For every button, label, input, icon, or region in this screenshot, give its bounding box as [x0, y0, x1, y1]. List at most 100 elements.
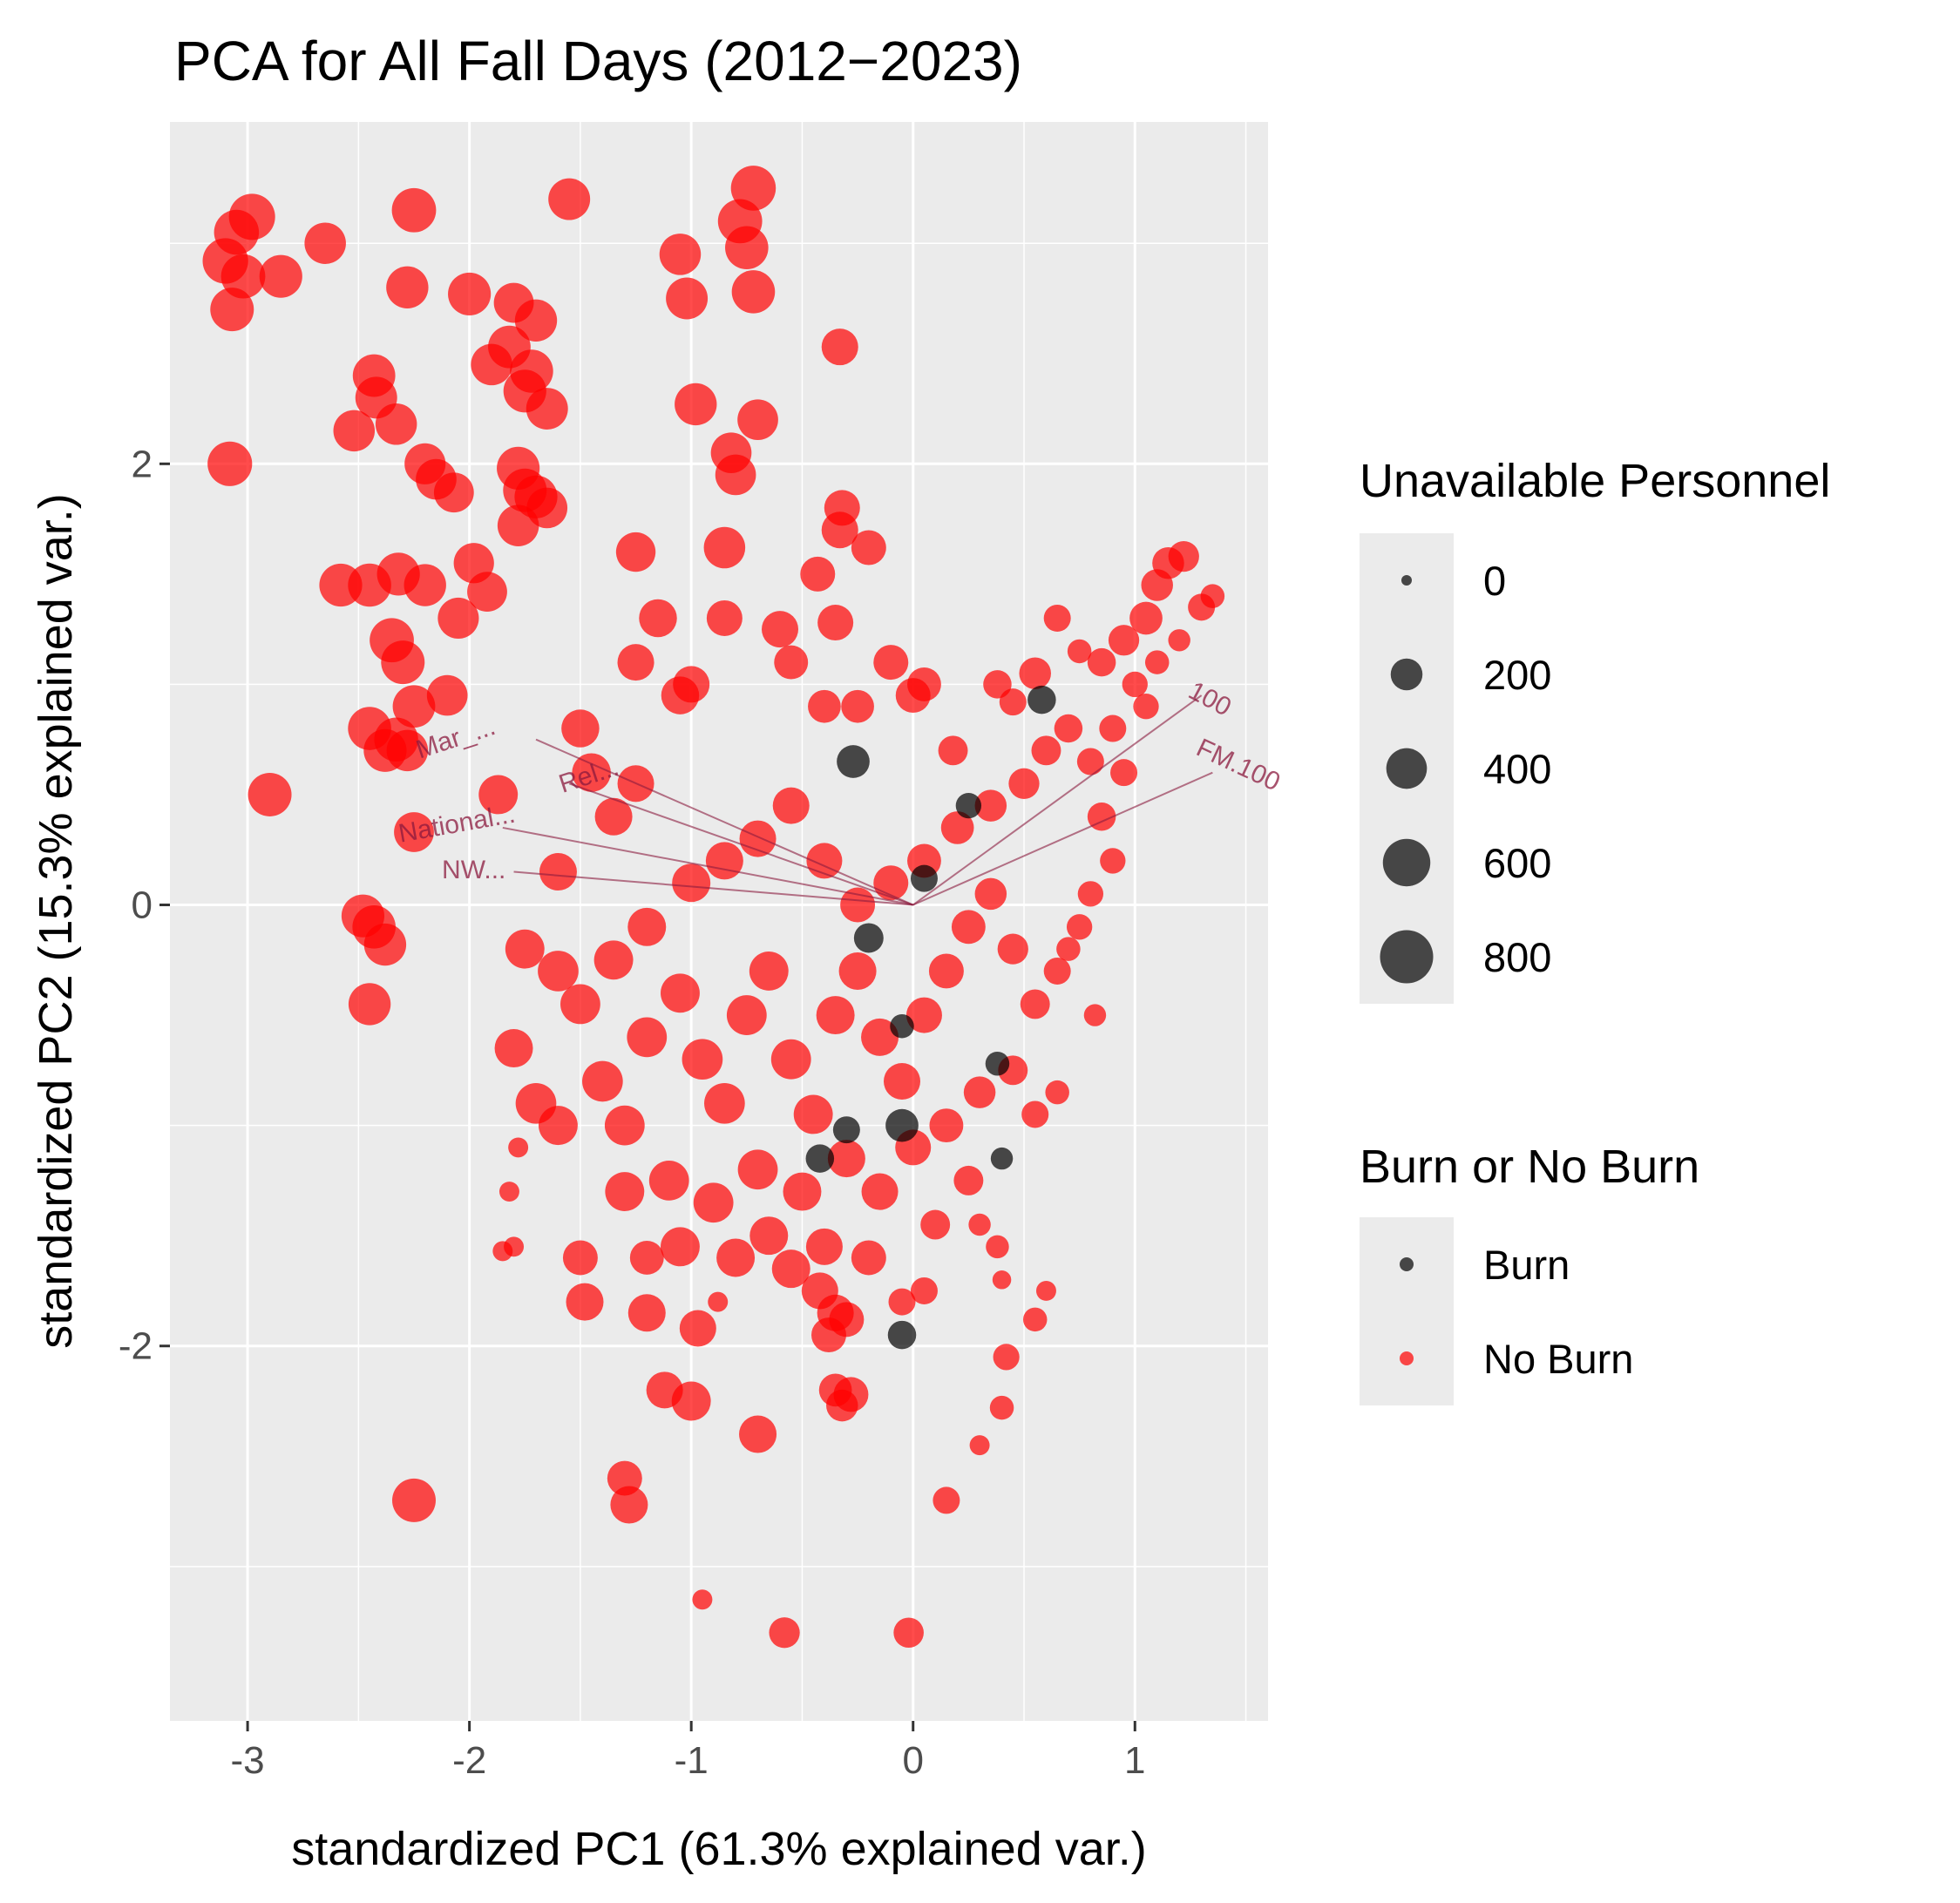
no-burn-point	[704, 1082, 745, 1124]
no-burn-point	[999, 688, 1027, 716]
no-burn-point	[1122, 671, 1148, 698]
x-tick-label: 0	[902, 1739, 923, 1782]
no-burn-point	[951, 910, 986, 945]
no-burn-point	[749, 952, 789, 991]
no-burn-point	[348, 983, 391, 1026]
no-burn-point	[627, 1294, 666, 1332]
no-burn-point	[974, 789, 1007, 822]
no-burn-point	[539, 1106, 578, 1146]
no-burn-point	[963, 1076, 996, 1108]
no-burn-point	[1083, 1004, 1107, 1026]
no-burn-point	[248, 772, 292, 816]
no-burn-point	[437, 597, 479, 640]
variable-arrow	[502, 826, 913, 906]
no-burn-point	[1168, 540, 1199, 572]
color-legend: Burn or No Burn Burn No Burn	[1360, 1141, 1699, 1405]
no-burn-point	[661, 1227, 700, 1267]
no-burn-point	[1031, 735, 1061, 766]
no-burn-point	[706, 599, 743, 636]
no-burn-point	[505, 929, 545, 969]
no-burn-point	[1077, 881, 1104, 907]
color-legend-key-bg	[1360, 1217, 1454, 1405]
no-burn-point	[1043, 957, 1071, 985]
no-burn-point	[478, 775, 519, 815]
no-burn-point	[375, 403, 417, 445]
no-burn-point	[888, 1288, 916, 1316]
no-burn-point	[526, 487, 568, 529]
size-legend-key	[1390, 658, 1423, 691]
x-tick-label: -2	[452, 1739, 486, 1782]
no-burn-point	[1087, 647, 1116, 677]
burn-point	[837, 745, 870, 778]
no-burn-point	[693, 1182, 734, 1223]
no-burn-point	[1021, 1100, 1049, 1128]
no-burn-point	[1035, 1280, 1056, 1301]
no-burn-point	[725, 226, 769, 270]
no-burn-point	[800, 556, 836, 592]
no-burn-point	[659, 234, 702, 275]
no-burn-point	[605, 1172, 645, 1211]
no-burn-point	[749, 1216, 789, 1256]
no-burn-point	[467, 572, 507, 613]
variable-label: NW...	[442, 856, 505, 884]
no-burn-point	[615, 532, 656, 572]
size-legend-label: 600	[1483, 840, 1551, 886]
no-burn-point	[627, 1017, 668, 1058]
no-burn-point	[498, 1182, 519, 1202]
no-burn-point	[304, 222, 346, 264]
no-burn-point	[593, 940, 634, 980]
no-burn-point	[821, 328, 858, 366]
no-burn-point	[394, 812, 434, 852]
no-burn-point	[710, 432, 752, 473]
no-burn-point	[761, 611, 799, 648]
color-legend-label: No Burn	[1483, 1336, 1633, 1382]
color-legend-items: Burn No Burn	[1400, 1242, 1633, 1382]
no-burn-point	[1066, 914, 1093, 940]
scatter-points	[202, 166, 1225, 1649]
no-burn-point	[392, 685, 436, 728]
size-legend-label: 0	[1483, 558, 1506, 604]
no-burn-point	[703, 526, 746, 569]
no-burn-point	[259, 254, 302, 298]
no-burn-point	[538, 951, 579, 992]
no-burn-point	[560, 984, 600, 1025]
no-burn-point	[851, 1240, 886, 1276]
no-burn-point	[672, 863, 711, 903]
no-burn-point	[1054, 714, 1083, 743]
no-burn-point	[793, 1094, 833, 1134]
no-burn-point	[705, 842, 743, 880]
no-burn-point	[666, 277, 709, 320]
no-burn-point	[1110, 759, 1138, 787]
no-burn-point	[508, 1137, 529, 1158]
x-tick-label: -3	[231, 1739, 265, 1782]
no-burn-point	[808, 689, 841, 723]
no-burn-point	[739, 820, 777, 857]
no-burn-point	[433, 472, 474, 513]
no-burn-point	[838, 952, 877, 990]
burn-point	[985, 1052, 1010, 1076]
no-burn-point	[1168, 629, 1190, 652]
no-burn-point	[993, 1344, 1020, 1371]
no-burn-point	[426, 674, 468, 716]
no-burn-point	[929, 1108, 964, 1143]
no-burn-point	[682, 1039, 723, 1080]
chart-title: PCA for All Fall Days (2012−2023)	[174, 30, 1022, 92]
size-legend-key	[1401, 575, 1412, 586]
no-burn-point	[1056, 937, 1081, 961]
no-burn-point	[716, 1238, 756, 1277]
burn-point	[990, 1147, 1014, 1170]
burn-point	[832, 1116, 860, 1144]
no-burn-point	[604, 1105, 645, 1146]
no-burn-point	[561, 709, 600, 748]
no-burn-point	[769, 1617, 800, 1649]
size-legend-label: 800	[1483, 934, 1551, 980]
no-burn-point	[1144, 650, 1170, 674]
no-burn-point	[811, 1317, 846, 1353]
no-burn-point	[692, 1589, 713, 1610]
color-legend-label: Burn	[1483, 1242, 1570, 1288]
no-burn-point	[1100, 848, 1126, 874]
size-legend-key	[1382, 838, 1431, 887]
x-tick-label: -1	[675, 1739, 709, 1782]
no-burn-point	[730, 166, 777, 211]
color-legend-key	[1400, 1257, 1414, 1271]
